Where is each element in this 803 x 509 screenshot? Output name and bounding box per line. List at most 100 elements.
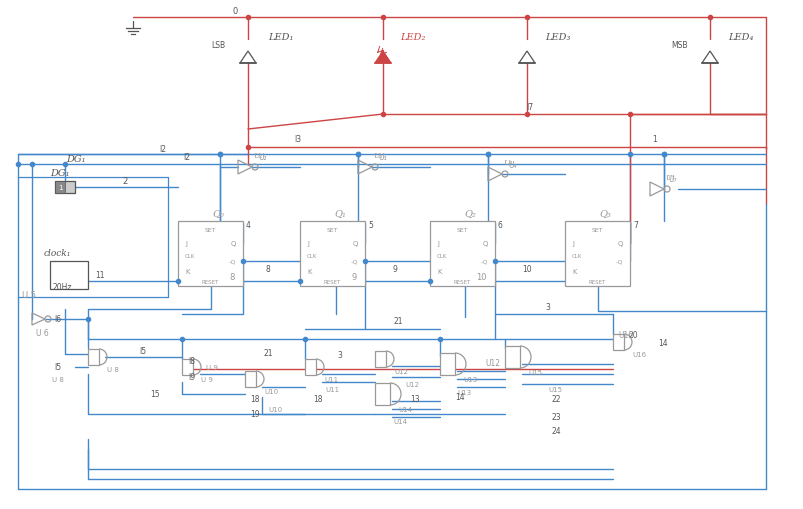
Text: I6: I6 [54, 315, 61, 324]
Text: RESET: RESET [201, 279, 218, 284]
Bar [245, 371, 255, 387]
Text: U12: U12 [484, 358, 499, 367]
Text: RESET: RESET [323, 279, 340, 284]
Text: U₃: U₃ [373, 152, 382, 160]
Bar [304, 359, 316, 375]
Bar [177, 221, 243, 287]
Text: J: J [185, 241, 187, 246]
Text: 6: 6 [497, 221, 502, 230]
Text: 22: 22 [551, 394, 560, 404]
Text: LED₃: LED₃ [544, 34, 569, 42]
Text: U 8: U 8 [52, 376, 64, 382]
Text: U 9: U 9 [206, 364, 218, 370]
Text: Q: Q [617, 241, 622, 246]
Text: 21: 21 [393, 317, 402, 326]
Text: U₂: U₂ [253, 152, 263, 160]
Text: U 6: U 6 [36, 328, 49, 337]
Bar [504, 346, 520, 369]
Text: -Q: -Q [350, 259, 357, 264]
Text: 9: 9 [392, 265, 397, 274]
Text: 5: 5 [368, 221, 373, 230]
Bar [55, 182, 65, 193]
Text: U13: U13 [463, 376, 476, 382]
Text: LED₁: LED₁ [267, 34, 293, 42]
Text: U₂: U₂ [258, 153, 267, 162]
Bar [430, 221, 495, 287]
Text: LSB: LSB [210, 41, 225, 50]
Text: 9: 9 [352, 272, 357, 281]
Text: 20Hz: 20Hz [53, 283, 72, 292]
Text: I3: I3 [294, 135, 301, 144]
Text: 14: 14 [454, 393, 464, 402]
Text: U₇: U₇ [667, 175, 675, 184]
Bar [374, 351, 385, 367]
Text: U11: U11 [324, 386, 339, 392]
Bar [612, 334, 623, 350]
Text: U14: U14 [393, 418, 406, 424]
Text: U16: U16 [631, 351, 646, 357]
Text: U 5: U 5 [22, 290, 36, 299]
Text: SET: SET [326, 228, 337, 233]
Text: 10: 10 [521, 265, 531, 274]
Text: DG₁: DG₁ [66, 155, 85, 164]
Text: U13: U13 [456, 389, 471, 395]
Text: Q₁: Q₁ [334, 209, 345, 218]
Text: CLK: CLK [185, 253, 195, 258]
Text: SET: SET [455, 228, 467, 233]
Bar [374, 383, 389, 405]
Text: U15: U15 [548, 386, 561, 392]
Text: -Q: -Q [615, 259, 622, 264]
Text: CLK: CLK [307, 253, 317, 258]
Bar [565, 221, 630, 287]
Text: 1: 1 [58, 185, 62, 191]
Text: U₄: U₄ [503, 159, 512, 166]
Bar [300, 221, 365, 287]
Text: 8: 8 [230, 272, 234, 281]
Polygon shape [374, 52, 390, 64]
Text: Q₀: Q₀ [212, 209, 224, 218]
Text: I5: I5 [139, 347, 146, 356]
Text: 20: 20 [627, 331, 637, 340]
Text: Q: Q [230, 241, 236, 246]
Text: J: J [307, 241, 308, 246]
Text: LED₂: LED₂ [400, 34, 425, 42]
Text: CLK: CLK [571, 253, 581, 258]
Text: U15: U15 [528, 369, 541, 375]
Text: SET: SET [204, 228, 215, 233]
Text: SET: SET [590, 228, 602, 233]
Text: K: K [437, 268, 441, 274]
Text: U12: U12 [393, 369, 407, 374]
Text: 10: 10 [476, 272, 487, 281]
Text: 1: 1 [652, 135, 657, 144]
Text: I2: I2 [159, 144, 166, 153]
Text: 4: 4 [246, 221, 251, 230]
Text: J: J [571, 241, 573, 246]
Text: clock₁: clock₁ [44, 248, 71, 257]
Text: 14: 14 [658, 338, 667, 347]
Text: 24: 24 [551, 427, 560, 436]
Text: 2: 2 [122, 177, 128, 186]
Text: U16: U16 [618, 330, 632, 339]
Text: U₄: U₄ [507, 160, 516, 169]
Text: I8: I8 [188, 357, 195, 366]
Text: 13: 13 [410, 394, 419, 404]
Text: 21: 21 [263, 348, 272, 357]
Text: K: K [307, 268, 311, 274]
Text: 7: 7 [632, 221, 637, 230]
Text: I5: I5 [55, 363, 62, 372]
Bar [439, 353, 454, 375]
Text: U10: U10 [263, 388, 278, 394]
Text: 18: 18 [250, 394, 259, 404]
Text: -Q: -Q [480, 259, 487, 264]
Bar [18, 178, 168, 297]
Bar [50, 262, 88, 290]
Text: I2: I2 [183, 153, 190, 162]
Text: I7: I7 [526, 103, 533, 112]
Text: 23: 23 [551, 413, 560, 421]
Text: K: K [571, 268, 576, 274]
Text: U12: U12 [405, 381, 418, 387]
Text: CLK: CLK [437, 253, 446, 258]
Text: U 9: U 9 [201, 376, 213, 382]
Text: U10: U10 [267, 406, 282, 412]
Text: MSB: MSB [671, 41, 687, 50]
